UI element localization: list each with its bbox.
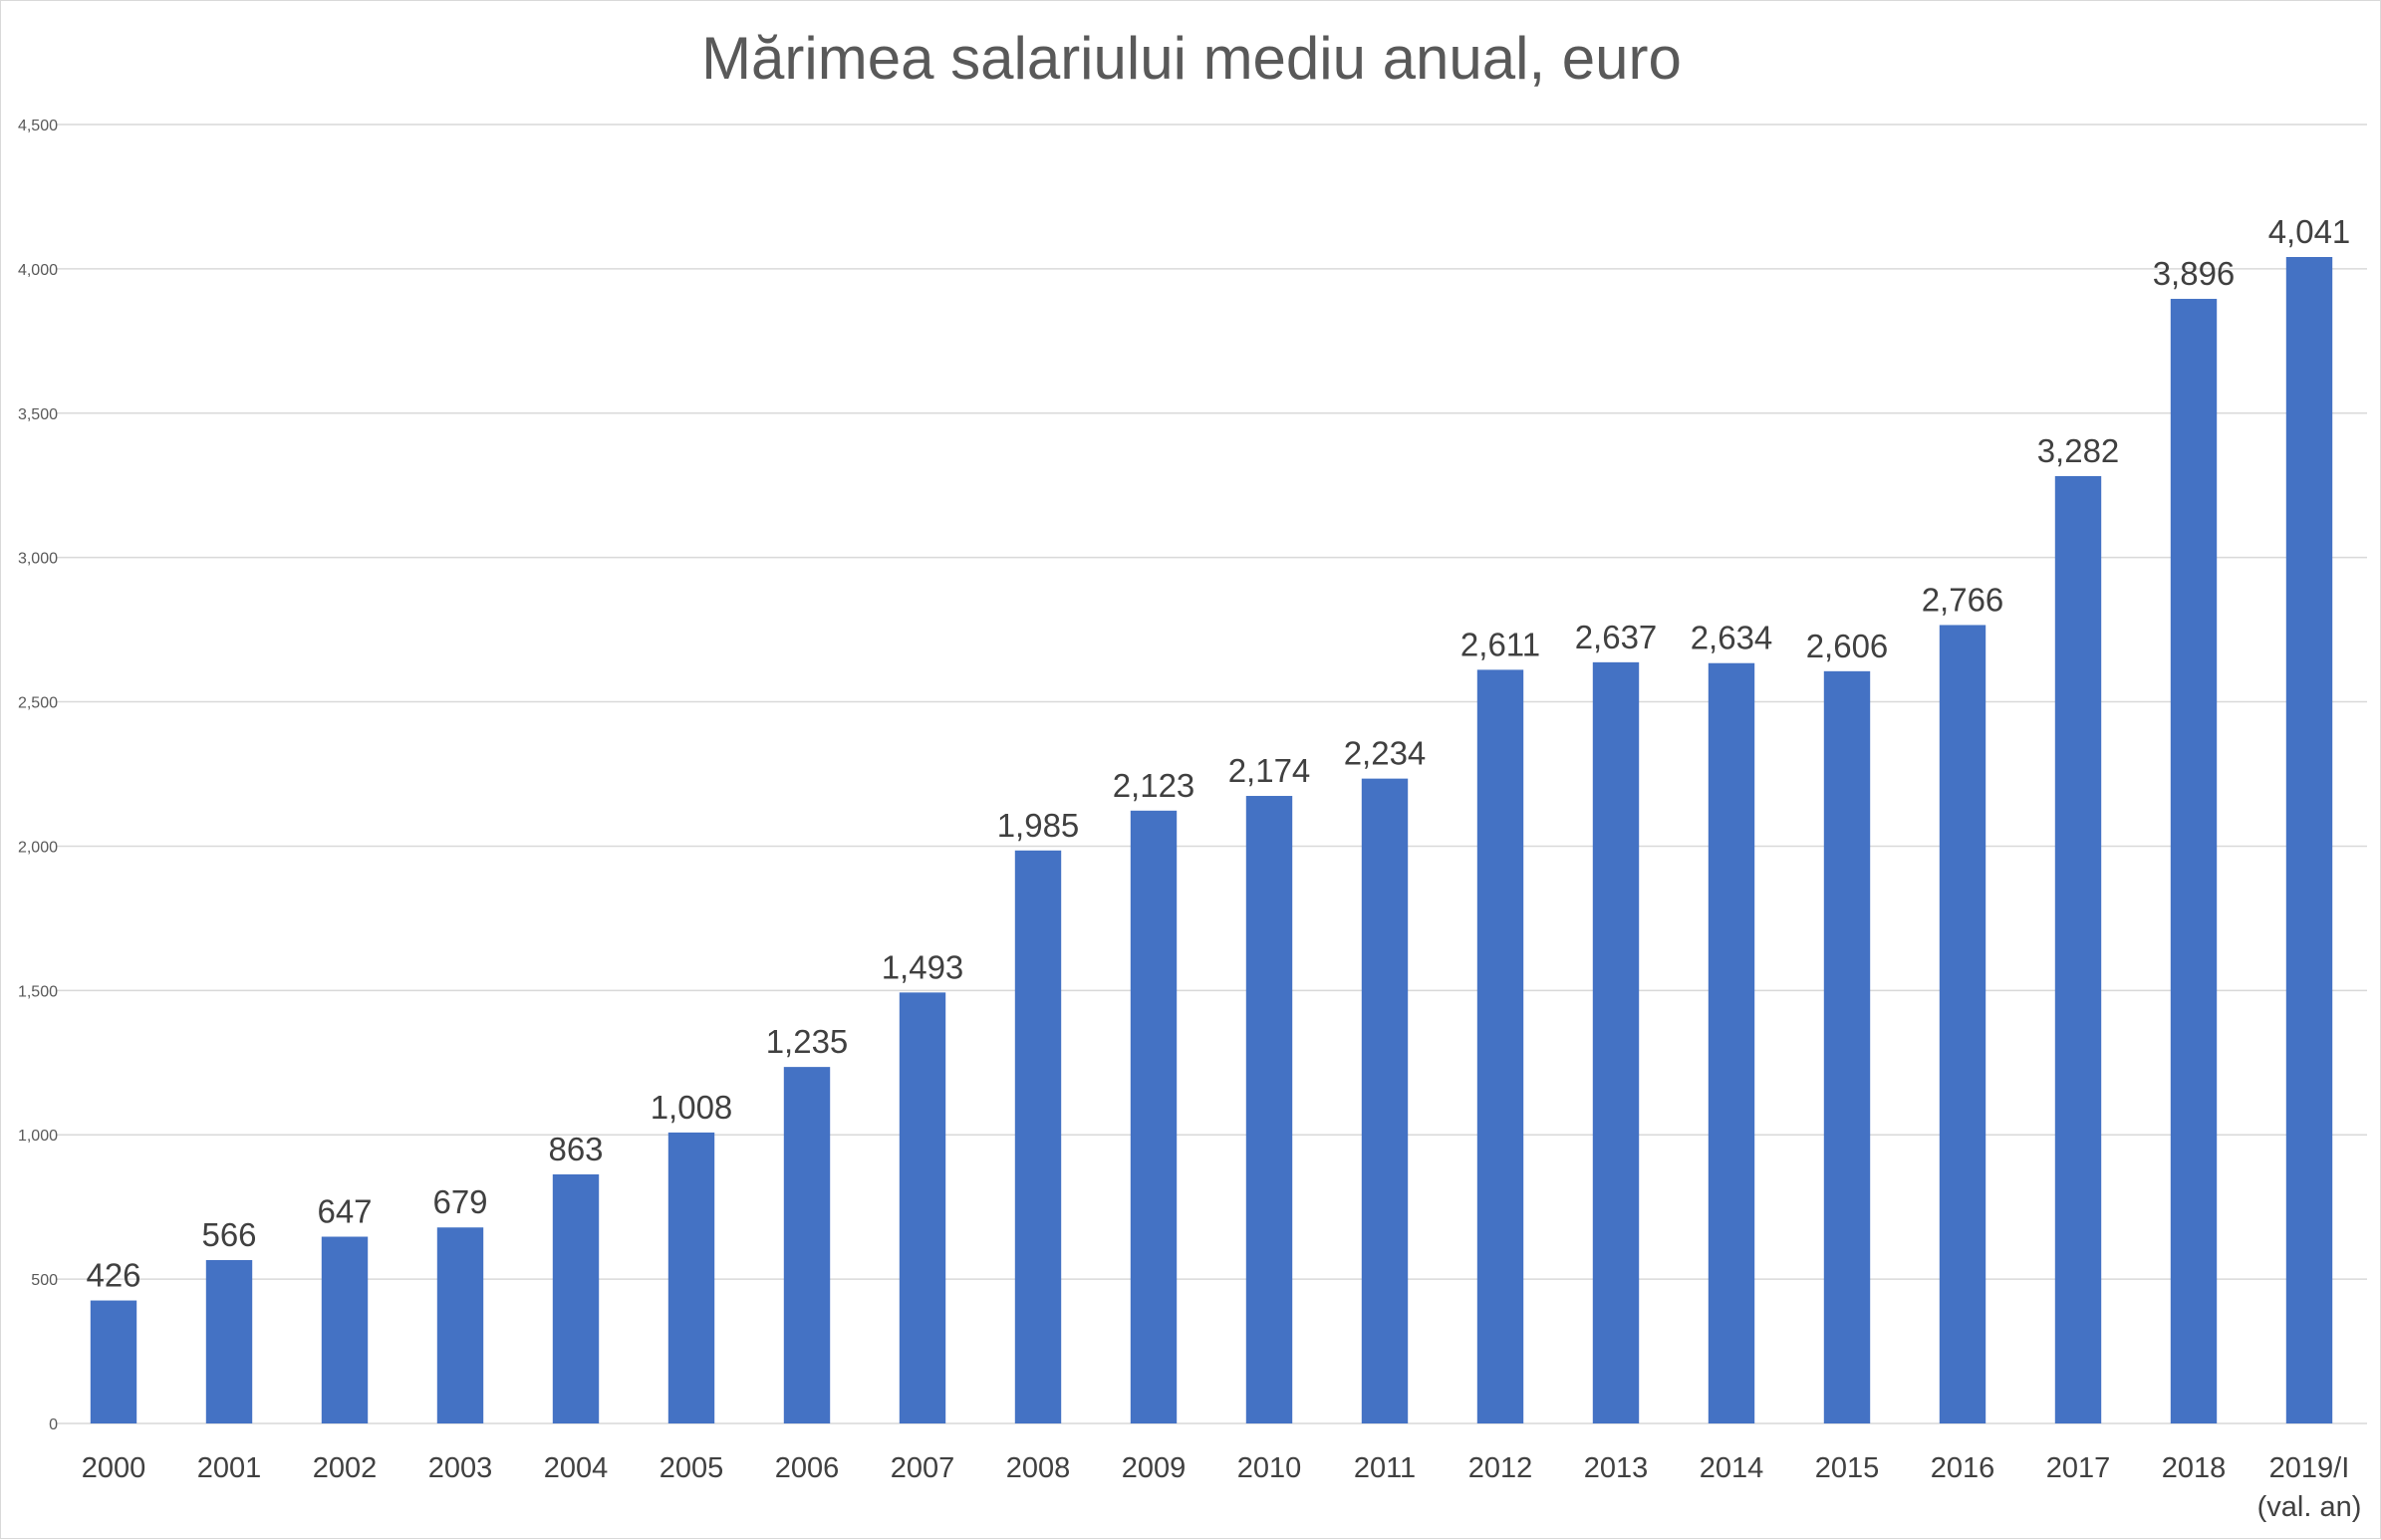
bar — [2054, 475, 2102, 1423]
data-label: 566 — [201, 1216, 256, 1253]
bar — [1361, 778, 1409, 1423]
data-label: 1,985 — [997, 807, 1080, 844]
x-tick-label: 2002 — [313, 1452, 378, 1484]
x-tick-label: 2006 — [775, 1452, 840, 1484]
data-label: 679 — [432, 1183, 487, 1220]
bar — [783, 1067, 831, 1423]
y-tick-label: 4,000 — [18, 262, 58, 279]
x-tick-label: 2010 — [1237, 1452, 1302, 1484]
data-label: 1,235 — [766, 1023, 849, 1060]
x-tick-label: 2019/I — [2269, 1452, 2350, 1484]
data-label: 426 — [86, 1257, 140, 1294]
data-label: 647 — [317, 1193, 372, 1230]
x-tick-label: (val. an) — [2257, 1491, 2362, 1523]
data-label: 1,493 — [882, 948, 964, 985]
data-label: 2,637 — [1575, 619, 1658, 655]
bar — [90, 1300, 137, 1423]
y-tick-label: 2,500 — [18, 695, 58, 712]
x-tick-label: 2004 — [544, 1452, 609, 1484]
x-tick-label: 2007 — [891, 1452, 955, 1484]
y-tick-label: 3,000 — [18, 551, 58, 568]
bar — [899, 992, 946, 1423]
y-tick-label: 2,000 — [18, 839, 58, 856]
bar — [1592, 661, 1640, 1423]
x-axis-ticks: 2000 2001 2002 2003 2004 2005 2006 2007 2008 2009… — [82, 1452, 2362, 1523]
x-tick-label: 2017 — [2046, 1452, 2111, 1484]
data-label: 2,123 — [1113, 767, 1195, 804]
bar — [1708, 662, 1755, 1423]
bar — [1130, 810, 1178, 1423]
bar — [1823, 670, 1871, 1423]
bar — [552, 1173, 600, 1423]
bar — [321, 1236, 369, 1423]
y-tick-label: 4,500 — [18, 118, 58, 134]
data-label: 4,041 — [2268, 213, 2351, 250]
data-label: 863 — [548, 1131, 603, 1167]
bar — [2170, 299, 2218, 1424]
data-labels: 426 566 647 679 863 1,008 1,235 1,493 1,985 2,123… — [86, 213, 2350, 1294]
x-tick-label: 2005 — [660, 1452, 724, 1484]
x-tick-label: 2015 — [1815, 1452, 1880, 1484]
x-tick-label: 2001 — [197, 1452, 262, 1484]
y-tick-label: 1,500 — [18, 983, 58, 1000]
y-tick-label: 1,000 — [18, 1128, 58, 1145]
bar — [1014, 850, 1062, 1423]
y-tick-label: 0 — [49, 1416, 58, 1433]
bar — [436, 1227, 484, 1423]
bar — [667, 1132, 715, 1423]
x-tick-label: 2011 — [1354, 1452, 1416, 1484]
data-label: 2,766 — [1922, 581, 2004, 618]
x-tick-label: 2009 — [1122, 1452, 1187, 1484]
data-label: 2,606 — [1806, 628, 1889, 664]
data-label: 2,174 — [1228, 752, 1311, 789]
y-tick-label: 3,500 — [18, 406, 58, 423]
bar — [1476, 669, 1524, 1423]
data-label: 2,234 — [1344, 735, 1427, 772]
bar — [1939, 625, 1986, 1423]
bars — [90, 257, 2333, 1424]
bar — [1245, 796, 1293, 1423]
data-label: 1,008 — [651, 1089, 733, 1126]
x-tick-label: 2012 — [1468, 1452, 1533, 1484]
y-tick-label: 500 — [31, 1272, 58, 1289]
data-label: 3,896 — [2153, 255, 2236, 292]
chart-title: Mărimea salariului mediu anual, euro — [701, 25, 1682, 92]
x-tick-label: 2000 — [82, 1452, 146, 1484]
bar — [205, 1259, 253, 1423]
x-tick-label: 2008 — [1006, 1452, 1071, 1484]
data-label: 3,282 — [2037, 432, 2120, 469]
x-tick-label: 2013 — [1584, 1452, 1649, 1484]
data-label: 2,634 — [1691, 620, 1773, 656]
x-tick-label: 2018 — [2162, 1452, 2227, 1484]
bar — [2285, 257, 2333, 1423]
data-label: 2,611 — [1460, 626, 1540, 662]
x-tick-label: 2016 — [1931, 1452, 1995, 1484]
x-tick-label: 2003 — [428, 1452, 493, 1484]
x-tick-label: 2014 — [1700, 1452, 1764, 1484]
y-axis-ticks: 0 500 1,000 1,500 2,000 2,500 3,000 3,500 4,000 4… — [18, 118, 58, 1433]
gridlines — [56, 124, 2367, 1424]
